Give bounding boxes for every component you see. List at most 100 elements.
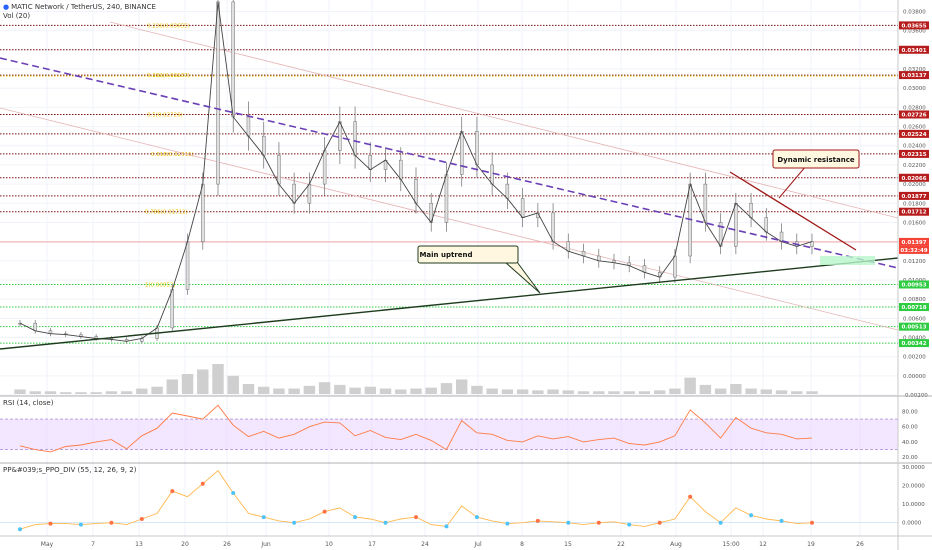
support-tag-label: 0.00718 xyxy=(901,305,926,311)
support-tag xyxy=(899,339,929,348)
volume-bar xyxy=(638,391,651,394)
support-tag xyxy=(899,322,929,331)
candle-body xyxy=(444,174,449,223)
time-tick-label: 7 xyxy=(91,541,95,548)
candle-body xyxy=(261,135,266,156)
rsi-pane: 80.00 60.00 40.00 20.00 xyxy=(0,404,918,461)
resistance-tag xyxy=(899,207,929,216)
support-tag xyxy=(899,303,929,312)
ppo-tick-label: 20.0000 xyxy=(902,484,925,490)
volume-bar xyxy=(349,387,361,394)
ppo-marker xyxy=(139,517,144,521)
time-tick-label: 24 xyxy=(421,541,429,548)
candle-body xyxy=(246,116,251,137)
volume-bar xyxy=(410,388,422,394)
resistance-tag-label: 0.02315 xyxy=(901,152,926,158)
fib-label: 0.5(0.02726) xyxy=(147,112,183,118)
price-tick-label: 0.03200 xyxy=(903,67,926,73)
price-candles xyxy=(18,0,814,344)
candle-body xyxy=(734,203,738,247)
ppo-marker xyxy=(474,515,479,520)
resistance-tag xyxy=(899,45,929,54)
resistance-tag-label: 0.02524 xyxy=(901,132,926,138)
symbol-title: ● MATIC Network / TetherUS, 240, BINANCE xyxy=(3,3,158,11)
volume-bar xyxy=(90,392,102,394)
ppo-marker xyxy=(109,520,114,525)
main-uptrend-line xyxy=(0,257,899,350)
support-tag-label: 0.00953 xyxy=(901,282,926,288)
support-tag-label: 0.00513 xyxy=(901,325,926,331)
ppo-marker xyxy=(749,513,754,518)
price-tick-label: 0.00000 xyxy=(903,374,926,380)
legend-dot: ● xyxy=(3,3,10,11)
resistance-tag-label: 0.02066 xyxy=(901,176,926,182)
ppo-marker xyxy=(444,524,449,529)
volume-bar xyxy=(318,382,331,394)
volume-bar xyxy=(303,385,316,394)
ppo-marker xyxy=(535,518,540,523)
ppo-marker xyxy=(505,521,510,526)
time-tick-label: 22 xyxy=(617,541,625,548)
ppo-tick-label: 10.0000 xyxy=(902,502,925,508)
candle-body xyxy=(566,241,571,252)
resistance-tag xyxy=(899,173,929,182)
volume-bar xyxy=(181,374,194,394)
resistance-tag xyxy=(899,149,929,158)
price-axis: 0.038000.036000.034000.032000.030000.028… xyxy=(899,10,929,399)
volume-bar xyxy=(105,391,118,394)
price-tick-label: 0.02800 xyxy=(903,105,926,111)
volume-bar xyxy=(577,391,590,394)
time-tick-label: Jul xyxy=(473,541,482,548)
time-axis: May 7 13 20 26 Jun 10 17 24 Jul 8 15 22 Aug 15:00 12 19 2… xyxy=(0,535,932,548)
time-tick-label: 13 xyxy=(135,541,143,548)
ppo-label: PP&#039;s_PPO_DIV (55, 12, 26, 9, 2) xyxy=(3,466,137,474)
annotations: Dynamic resistance Main uptrend xyxy=(417,149,860,294)
price-tick-label: 0.01600 xyxy=(903,220,926,226)
resistance-tag xyxy=(899,110,929,119)
candle-body xyxy=(490,164,494,185)
volume-bar xyxy=(14,389,26,394)
volume-bar xyxy=(745,388,757,394)
candle-body xyxy=(673,255,677,278)
candle-body xyxy=(414,179,418,204)
resistance-tag xyxy=(899,191,929,200)
volume-bar xyxy=(379,388,392,394)
candle-body xyxy=(338,121,342,151)
volume-bar xyxy=(425,387,437,394)
ppo-marker xyxy=(383,520,388,525)
price-tick-label: 0.02200 xyxy=(903,163,926,169)
candle-body xyxy=(231,1,235,118)
ppo-marker xyxy=(688,494,693,499)
main-uptrend-callout xyxy=(417,245,519,264)
dynamic-resistance-callout xyxy=(772,149,860,169)
volume-bar xyxy=(29,391,41,394)
volume-bar xyxy=(623,391,635,394)
horizontal-levels xyxy=(0,24,898,344)
volume-bar xyxy=(273,388,285,394)
candle-body xyxy=(33,322,37,331)
candle-body xyxy=(475,131,479,166)
candle-body xyxy=(353,121,357,156)
volume-bar xyxy=(44,391,57,394)
ppo-marker xyxy=(200,481,205,486)
price-tick-label: 0.00200 xyxy=(903,355,926,361)
ppo-marker xyxy=(78,522,83,527)
rsi-tick-label: 80.00 xyxy=(902,409,918,415)
volume-bar xyxy=(532,390,544,394)
rsi-tick-label: 40.00 xyxy=(902,440,918,446)
volume-bar xyxy=(364,386,377,394)
volume-bar xyxy=(212,364,224,394)
ppo-marker xyxy=(718,520,723,525)
resistance-tag-label: 0.02726 xyxy=(901,112,926,118)
volume-bar xyxy=(257,386,270,394)
channel-upper xyxy=(109,21,899,219)
volume-bar xyxy=(714,388,727,394)
candle-body xyxy=(277,155,281,185)
price-tick-label: 0.00400 xyxy=(903,336,926,342)
time-tick-label: 26 xyxy=(223,541,231,548)
time-tick-label: Aug xyxy=(670,541,682,548)
volume-bar xyxy=(288,388,300,394)
volume-bars xyxy=(14,364,818,394)
volume-bar xyxy=(775,390,788,394)
ppo-marker xyxy=(292,520,297,525)
